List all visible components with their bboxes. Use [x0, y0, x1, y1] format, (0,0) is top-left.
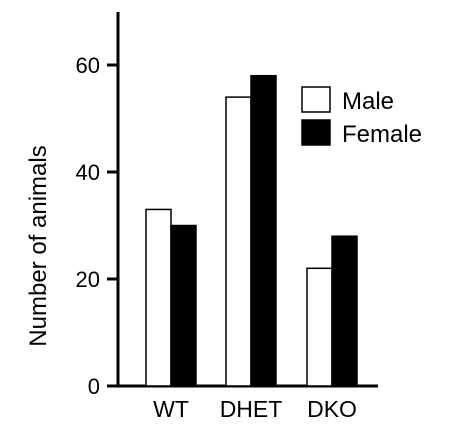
bar-wt-female [170, 224, 197, 387]
legend-label-male: Male [342, 88, 394, 115]
y-tick-label-20: 20 [76, 267, 100, 292]
category-label-dhet: DHET [220, 396, 283, 422]
y-tick-label-60: 60 [76, 53, 100, 78]
legend-swatch-female [301, 119, 331, 146]
y-ticks: 0 20 40 60 [76, 53, 118, 399]
bar-dhet-female [250, 74, 277, 387]
category-labels: WT DHET DKO [153, 396, 357, 422]
y-axis-label: Number of animals [25, 145, 52, 346]
category-label-dko: DKO [307, 396, 357, 422]
bar-dko-male [306, 267, 333, 387]
bar-wt-male [145, 208, 172, 387]
legend-swatch-male [301, 86, 331, 113]
y-tick-label-40: 40 [76, 160, 100, 185]
category-label-wt: WT [153, 396, 189, 422]
bar-dko-female [331, 235, 358, 387]
legend-label-female: Female [342, 121, 422, 148]
legend: Male Female [301, 86, 422, 148]
bar-dhet-male [225, 96, 252, 387]
bars [145, 74, 358, 387]
y-tick-label-0: 0 [88, 374, 100, 399]
